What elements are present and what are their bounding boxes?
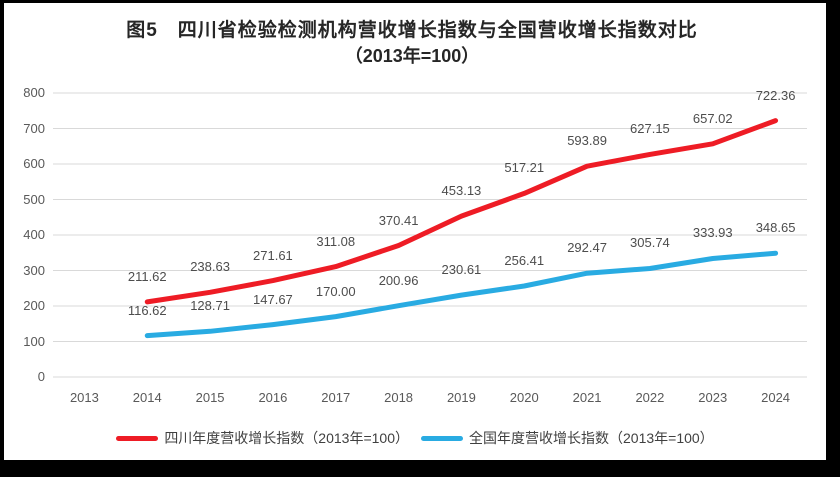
y-axis-tick-label: 300 <box>23 262 45 278</box>
legend-item-national: 全国年度营收增长指数（2013年=100） <box>421 428 714 448</box>
x-axis-tick-label: 2024 <box>761 390 791 405</box>
y-axis-tick-label: 600 <box>23 156 45 171</box>
y-axis-tick-label: 200 <box>23 298 45 313</box>
y-axis-tick-label: 100 <box>23 333 45 349</box>
data-label-sichuan: 657.02 <box>692 110 733 126</box>
chart-subtitle: （2013年=100） <box>344 46 480 66</box>
legend: 四川年度营收增长指数（2013年=100） 全国年度营收增长指数（2013年=10… <box>0 428 830 448</box>
data-label-national: 200.96 <box>378 272 419 288</box>
series-line-sichuan <box>144 118 779 305</box>
chart-title: 图5 四川省检验检测机构营收增长指数与全国营收增长指数对比 <box>126 20 698 41</box>
data-label-sichuan: 370.41 <box>378 212 419 228</box>
data-label-sichuan: 211.62 <box>127 268 167 284</box>
y-axis-tick-label: 700 <box>23 120 45 136</box>
y-axis-tick-label: 0 <box>37 369 45 384</box>
legend-line-swatch-sichuan <box>116 435 159 441</box>
x-axis-tick-label: 2014 <box>132 390 162 405</box>
x-axis-tick-label: 2015 <box>195 390 225 405</box>
data-label-sichuan: 311.08 <box>316 233 356 249</box>
data-label-national: 147.67 <box>253 291 293 307</box>
legend-label-sichuan: 四川年度营收增长指数（2013年=100） <box>164 430 409 446</box>
x-axis-tick-label: 2019 <box>446 390 476 405</box>
y-axis-tick-label: 800 <box>23 85 45 100</box>
y-axis-tick-label: 400 <box>23 227 45 242</box>
y-axis-tick-label: 500 <box>23 191 45 207</box>
data-label-national: 333.93 <box>692 225 733 241</box>
x-axis-tick-label: 2018 <box>384 390 414 405</box>
legend-item-sichuan: 四川年度营收增长指数（2013年=100） <box>116 428 409 448</box>
data-label-national: 116.62 <box>127 302 167 318</box>
data-label-sichuan: 238.63 <box>190 259 230 275</box>
chart-panel <box>4 3 826 460</box>
x-axis-tick-label: 2023 <box>698 390 728 405</box>
data-label-national: 170.00 <box>315 283 356 299</box>
data-label-national: 230.61 <box>441 262 482 278</box>
data-label-national: 128.71 <box>190 298 230 314</box>
x-axis-tick-label: 2020 <box>509 390 539 405</box>
data-label-national: 292.47 <box>567 240 607 256</box>
data-label-national: 348.65 <box>755 220 796 236</box>
x-axis-tick-label: 2022 <box>635 390 665 405</box>
data-label-sichuan: 453.13 <box>441 183 482 199</box>
data-label-sichuan: 271.61 <box>253 247 293 263</box>
data-label-sichuan: 627.15 <box>630 121 670 137</box>
data-label-national: 305.74 <box>630 235 670 251</box>
x-axis-tick-label: 2013 <box>69 390 99 405</box>
data-label-sichuan: 593.89 <box>567 133 607 149</box>
x-axis-tick-label: 2021 <box>572 390 602 405</box>
data-label-sichuan: 722.36 <box>755 87 796 103</box>
legend-line-swatch-national <box>421 435 463 441</box>
legend-label-national: 全国年度营收增长指数（2013年=100） <box>469 430 714 446</box>
x-axis-tick-label: 2017 <box>321 390 351 405</box>
series-line-national <box>144 250 779 339</box>
data-label-national: 256.41 <box>504 252 545 268</box>
data-label-sichuan: 517.21 <box>504 160 545 176</box>
x-axis-tick-label: 2016 <box>258 390 288 405</box>
